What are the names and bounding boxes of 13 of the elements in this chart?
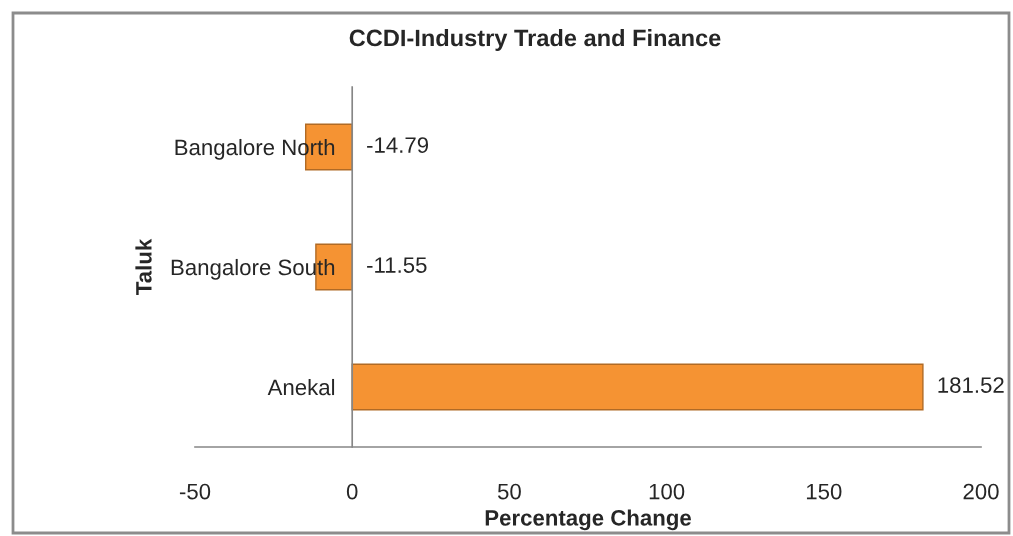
- y-tick-label: Anekal: [267, 378, 335, 396]
- x-tick-label: 200: [963, 483, 999, 500]
- x-tick-label: -50: [179, 483, 211, 500]
- data-label: -14.79: [367, 137, 429, 153]
- x-axis-title: Percentage Change: [485, 509, 691, 531]
- data-label: -11.55: [367, 257, 427, 273]
- y-axis-title: Taluk: [135, 238, 152, 295]
- x-tick-label: 100: [649, 483, 685, 500]
- x-tick-label: 50: [497, 483, 521, 500]
- data-label: 181.52: [938, 377, 1004, 393]
- x-tick-label: 0: [346, 483, 358, 500]
- chart-title: CCDI-Industry Trade and Finance: [349, 29, 721, 51]
- x-tick-label: 150: [806, 483, 842, 500]
